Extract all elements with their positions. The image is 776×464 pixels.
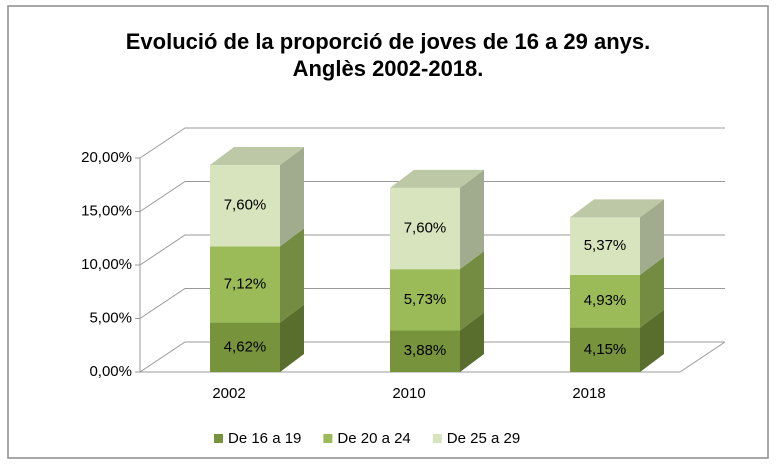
grid-line [139, 341, 725, 373]
bar-side [280, 304, 304, 372]
floor-right [679, 341, 726, 373]
chart-title: Evolució de la proporció de joves de 16 … [125, 29, 651, 81]
grid-line [139, 288, 725, 319]
bar [390, 269, 460, 331]
bar-side-shade [280, 304, 304, 372]
y-tick-label: 20,00% [81, 149, 132, 166]
bar-side [640, 309, 664, 372]
y-tick-label: 0,00% [89, 363, 132, 380]
bar [210, 246, 280, 323]
bar-side-shade [280, 147, 304, 247]
x-tick-label: 2018 [572, 385, 605, 402]
value-label: 4,15% [584, 341, 627, 358]
bar-side [280, 228, 304, 323]
bar-side [460, 312, 484, 372]
bar-side [460, 169, 484, 270]
value-label: 4,62% [224, 338, 267, 355]
bar-side-shade [640, 199, 664, 275]
grid-line [139, 127, 725, 159]
bar-top [570, 199, 664, 218]
y-tick-label: 5,00% [89, 309, 132, 326]
bar-side-shade [640, 256, 664, 328]
value-label: 7,60% [224, 197, 267, 214]
bar [570, 274, 640, 328]
y-tick-label: 10,00% [81, 256, 132, 273]
value-label: 7,60% [404, 219, 447, 236]
legend-swatch [432, 434, 442, 443]
value-label: 5,73% [404, 291, 447, 308]
bar-top [210, 147, 304, 166]
x-tick-label: 2002 [212, 385, 245, 402]
legend-swatch [323, 434, 333, 443]
bar-side-shade [640, 309, 664, 372]
bar-side-shade [460, 312, 484, 372]
x-tick-label: 2010 [392, 385, 425, 402]
legend-swatch [214, 434, 223, 443]
bar [570, 327, 640, 372]
value-label: 3,88% [404, 342, 447, 359]
bar [210, 165, 280, 247]
y-tick-label: 15,00% [81, 202, 132, 219]
legend-label: De 20 a 24 [337, 430, 410, 447]
bar [570, 217, 640, 275]
bar-side-shade [460, 251, 484, 331]
bar-side [640, 256, 664, 328]
value-label: 4,93% [584, 292, 627, 309]
bar-side [640, 199, 664, 275]
grid-line [139, 234, 725, 266]
bar-side-shade [460, 169, 484, 270]
bar-top-shade [390, 169, 484, 188]
bar-top [390, 169, 484, 188]
bar-top-shade [210, 147, 304, 166]
bar [390, 330, 460, 372]
grid-line [139, 181, 725, 212]
bar [210, 322, 280, 372]
bar-top-shade [570, 199, 664, 218]
bar-side [280, 147, 304, 247]
legend-label: De 16 a 19 [228, 430, 301, 447]
bar-side-shade [280, 228, 304, 323]
bar-side [460, 251, 484, 331]
grid [139, 127, 725, 373]
legend-label: De 25 a 29 [447, 430, 520, 447]
bar [390, 187, 460, 270]
value-label: 7,12% [224, 275, 267, 292]
value-label: 5,37% [584, 237, 627, 254]
